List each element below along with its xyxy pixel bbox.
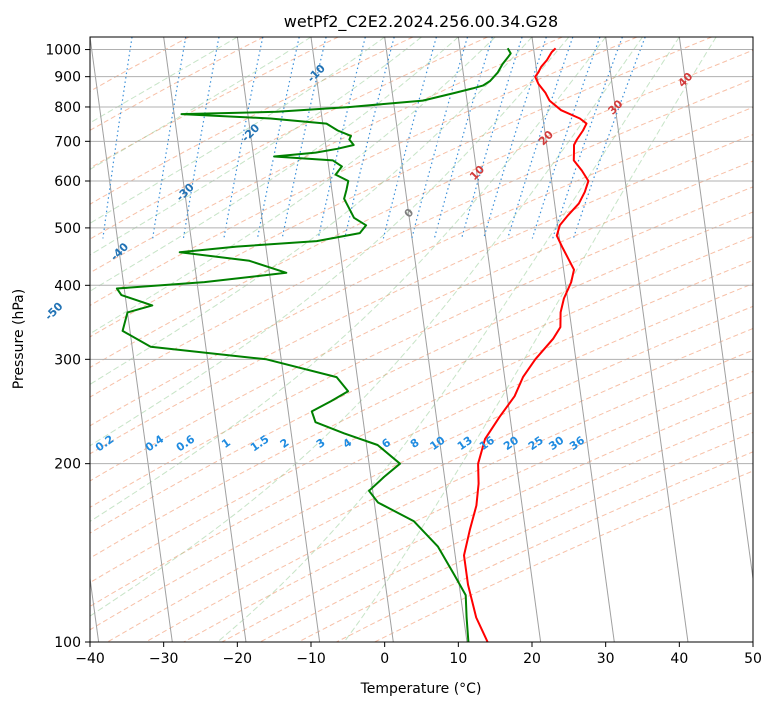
dry-adiabat <box>107 327 753 642</box>
moist-adiabat <box>90 37 385 224</box>
isotherm <box>90 574 100 642</box>
isotherm <box>531 37 615 642</box>
y-tick-label: 600 <box>54 174 81 190</box>
moist-adiabat <box>90 37 459 292</box>
mixing-ratio-line <box>572 37 646 239</box>
x-tick-label: −10 <box>296 651 326 667</box>
dry-adiabat <box>90 283 753 608</box>
x-tick-label: 0 <box>380 651 389 667</box>
mixing-ratio-line <box>461 37 523 239</box>
y-tick-label: 1000 <box>45 43 81 59</box>
mixing-ratio-line <box>102 37 133 239</box>
mixing-ratio-line <box>223 37 264 239</box>
chart-title: wetPf2_C2E2.2024.256.00.34.G28 <box>284 12 558 32</box>
dry-adiabat <box>90 37 488 240</box>
x-tick-label: 40 <box>670 651 688 667</box>
mixing-ratio-line <box>531 37 601 239</box>
isotherm <box>605 37 689 642</box>
y-tick-label: 400 <box>54 278 81 294</box>
moist-adiabat <box>343 37 717 642</box>
plot-frame <box>89 36 754 643</box>
y-tick-label: 300 <box>54 352 81 368</box>
mixing-ratio-line <box>552 37 623 239</box>
isotherm <box>90 37 173 642</box>
x-tick-label: −40 <box>75 651 105 667</box>
dry-adiabat <box>183 370 753 642</box>
dry-adiabat <box>90 37 563 274</box>
y-tick-label: 700 <box>54 134 81 150</box>
mixing-ratio-line <box>507 37 574 239</box>
mixing-ratio-line <box>483 37 547 239</box>
x-tick-label: −30 <box>149 651 179 667</box>
x-axis: −40 −30 −20 −10 0 10 20 30 40 50 <box>75 642 762 667</box>
isotherm <box>163 37 247 642</box>
moist-adiabat <box>217 37 680 642</box>
mixing-ratio-line <box>281 37 327 239</box>
x-axis-title: Temperature (°C) <box>360 681 482 697</box>
plot-background <box>90 37 753 642</box>
moist-adiabat <box>90 37 238 124</box>
y-tick-label: 100 <box>54 635 81 651</box>
isotherm <box>236 37 321 642</box>
isotherm-label: -50 <box>42 299 65 322</box>
plot-area: 0.20.40.611.52346810131620253036-100-90-… <box>0 36 754 643</box>
isotherm <box>457 37 542 642</box>
mixing-ratio-line <box>256 37 300 239</box>
isotherm <box>384 37 468 642</box>
moist-adiabat <box>90 37 643 617</box>
x-tick-label: −20 <box>223 651 253 667</box>
x-tick-label: 20 <box>523 651 541 667</box>
dry-adiabat <box>145 349 753 642</box>
y-tick-label: 900 <box>54 70 81 86</box>
isotherm <box>678 37 753 583</box>
y-axis: 100 200 300 400 500 600 700 800 900 1000 <box>45 43 90 651</box>
background-lines <box>90 37 753 642</box>
moist-adiabat <box>90 37 422 256</box>
y-tick-label: 500 <box>54 221 81 237</box>
dry-adiabat <box>90 37 264 131</box>
dry-adiabat <box>90 37 638 306</box>
y-tick-label: 800 <box>54 100 81 116</box>
dry-adiabat <box>90 49 753 369</box>
y-tick-label: 200 <box>54 457 81 473</box>
moisture-profile-line <box>115 47 512 642</box>
isotherm <box>752 37 753 41</box>
y-axis-title: Pressure (hPa) <box>11 289 27 389</box>
moist-adiabat <box>90 37 570 447</box>
x-tick-label: 10 <box>449 651 467 667</box>
dry-adiabat <box>90 305 753 631</box>
dry-adiabat <box>90 78 753 398</box>
isotherm <box>310 37 394 642</box>
temperature-profile-line <box>463 47 590 642</box>
dry-adiabat <box>90 160 753 482</box>
sounding-profiles <box>115 47 590 642</box>
x-tick-label: 30 <box>597 651 615 667</box>
x-tick-label: 50 <box>744 651 762 667</box>
dry-adiabat <box>90 134 753 455</box>
